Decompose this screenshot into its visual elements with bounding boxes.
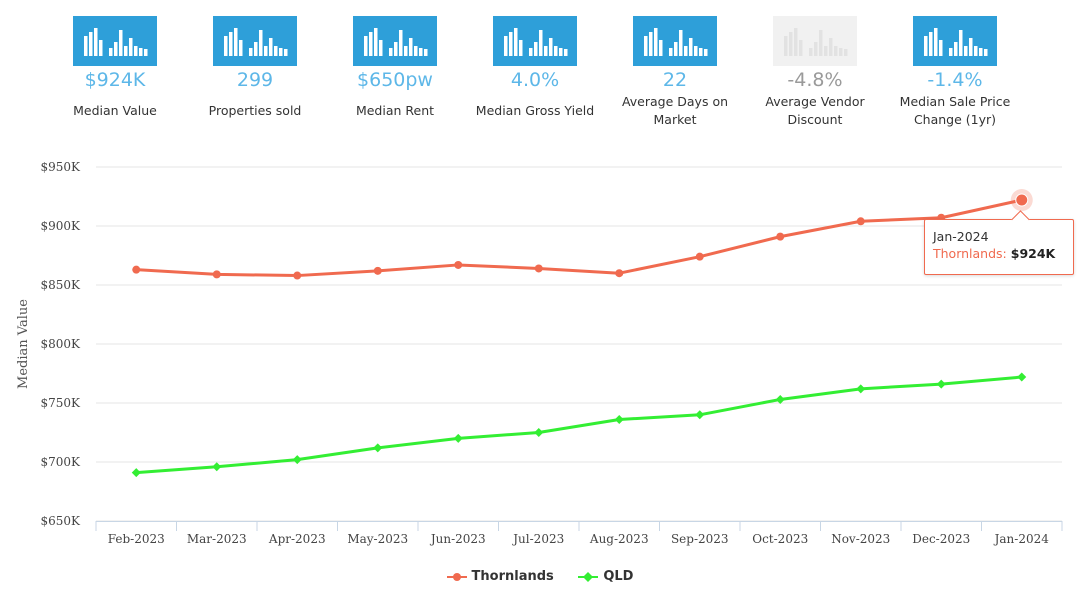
stat-average-days-on-market[interactable]: 22 Average Days on Market	[605, 16, 745, 129]
stat-label: Average Days on Market	[621, 94, 729, 127]
series-group	[131, 189, 1033, 478]
stat-label: Median Sale Price Change (1yr)	[899, 94, 1011, 127]
bar-chart-icon	[213, 16, 297, 66]
data-point	[373, 266, 382, 275]
data-point	[212, 270, 221, 279]
data-point	[856, 217, 865, 226]
x-tick-label: Oct-2023	[752, 532, 808, 546]
x-tick-label: May-2023	[347, 532, 408, 546]
tooltip-date: Jan-2024	[933, 229, 989, 244]
y-tick-label: $700K	[40, 455, 81, 469]
y-tick-label: $750K	[40, 396, 81, 410]
stats-bar: $924K Median Value 299 Properties sold $…	[0, 0, 1080, 140]
data-point	[1015, 193, 1029, 207]
stat-value: 22	[662, 69, 688, 91]
stat-value: 299	[236, 69, 274, 91]
x-tick-label: Feb-2023	[108, 532, 165, 546]
data-point	[453, 433, 463, 443]
y-axis-title: Median Value	[16, 299, 31, 389]
x-tick-label: Apr-2023	[268, 532, 326, 546]
bar-chart-icon	[493, 16, 577, 66]
data-point	[212, 462, 222, 472]
stat-label: Median Gross Yield	[475, 103, 595, 118]
bar-chart-icon	[913, 16, 997, 66]
data-point	[695, 252, 704, 261]
bar-chart-icon	[633, 16, 717, 66]
data-point	[131, 468, 141, 478]
stat-median-sale-price-change[interactable]: -1.4% Median Sale Price Change (1yr)	[885, 16, 1025, 129]
legend-item-qld[interactable]: QLD	[578, 569, 633, 584]
data-point	[614, 415, 624, 425]
y-tick-label: $950K	[40, 160, 81, 174]
line-chart: $650K $700K $750K $800K $850K $900K $950K Feb-…	[16, 160, 1063, 546]
bar-chart-icon	[773, 16, 857, 66]
stat-label: Median Rent	[355, 103, 435, 118]
x-tick-label: Jul-2023	[511, 532, 564, 546]
legend-label: QLD	[603, 569, 634, 584]
stat-median-rent[interactable]: $650pw Median Rent	[325, 16, 465, 129]
data-point	[534, 428, 544, 437]
stat-average-vendor-discount[interactable]: -4.8% Average Vendor Discount	[745, 16, 885, 129]
y-tick-label: $850K	[40, 278, 81, 292]
data-point	[615, 269, 624, 278]
data-point	[695, 410, 705, 420]
series-line-thornlands	[136, 198, 1023, 278]
x-axis: Feb-2023 Mar-2023 Apr-2023 May-2023 Jun-2023…	[95, 521, 1063, 546]
legend-item-thornlands[interactable]: Thornlands	[446, 569, 554, 584]
data-point	[293, 271, 302, 280]
legend-label: Thornlands	[471, 569, 554, 584]
y-tick-label: $650K	[40, 514, 81, 528]
y-tick-label: $900K	[40, 219, 81, 233]
bar-chart-icon	[73, 16, 157, 66]
data-point	[1017, 372, 1027, 382]
x-tick-label: Nov-2023	[831, 532, 890, 546]
y-axis: $650K $700K $750K $800K $850K $900K $950K	[40, 160, 81, 528]
stat-median-gross-yield[interactable]: 4.0% Median Gross Yield	[465, 16, 605, 129]
data-point	[775, 394, 785, 404]
tooltip-value: $924K	[1010, 246, 1056, 261]
data-point	[454, 260, 463, 269]
stat-label: Average Vendor Discount	[765, 94, 865, 127]
legend-marker-diamond-icon	[578, 571, 599, 582]
data-point	[292, 455, 302, 465]
stat-median-value[interactable]: $924K Median Value	[45, 16, 185, 129]
x-tick-label: Mar-2023	[187, 532, 247, 546]
stat-label: Median Value	[73, 103, 157, 118]
data-point	[856, 384, 866, 394]
data-point	[132, 265, 141, 274]
stat-value: 4.0%	[510, 69, 560, 91]
data-point	[776, 232, 785, 241]
x-tick-label: Jun-2023	[429, 532, 486, 546]
data-point	[373, 443, 383, 453]
x-tick-label: Jan-2024	[993, 532, 1050, 546]
y-tick-label: $800K	[40, 337, 81, 351]
x-tick-label: Aug-2023	[589, 532, 649, 546]
stat-value: -4.8%	[787, 69, 843, 91]
stat-value: -1.4%	[927, 69, 983, 91]
tooltip-line: Thornlands: $924K	[933, 246, 1055, 261]
series-line-qld	[136, 375, 1022, 475]
x-tick-label: Dec-2023	[912, 532, 970, 546]
stat-properties-sold[interactable]: 299 Properties sold	[185, 16, 325, 129]
data-point	[534, 264, 543, 273]
chart-legend: Thornlands QLD	[0, 569, 1080, 586]
bar-chart-icon	[353, 16, 437, 66]
stat-value: $924K	[84, 69, 146, 91]
chart-tooltip: Jan-2024 Thornlands: $924K	[924, 210, 1074, 275]
legend-marker-circle-icon	[446, 572, 467, 581]
x-tick-label: Sep-2023	[671, 532, 729, 546]
stat-label: Properties sold	[208, 103, 302, 118]
tooltip-series: Thornlands:	[933, 246, 1007, 261]
stat-value: $650pw	[357, 69, 433, 91]
data-point	[936, 379, 946, 389]
